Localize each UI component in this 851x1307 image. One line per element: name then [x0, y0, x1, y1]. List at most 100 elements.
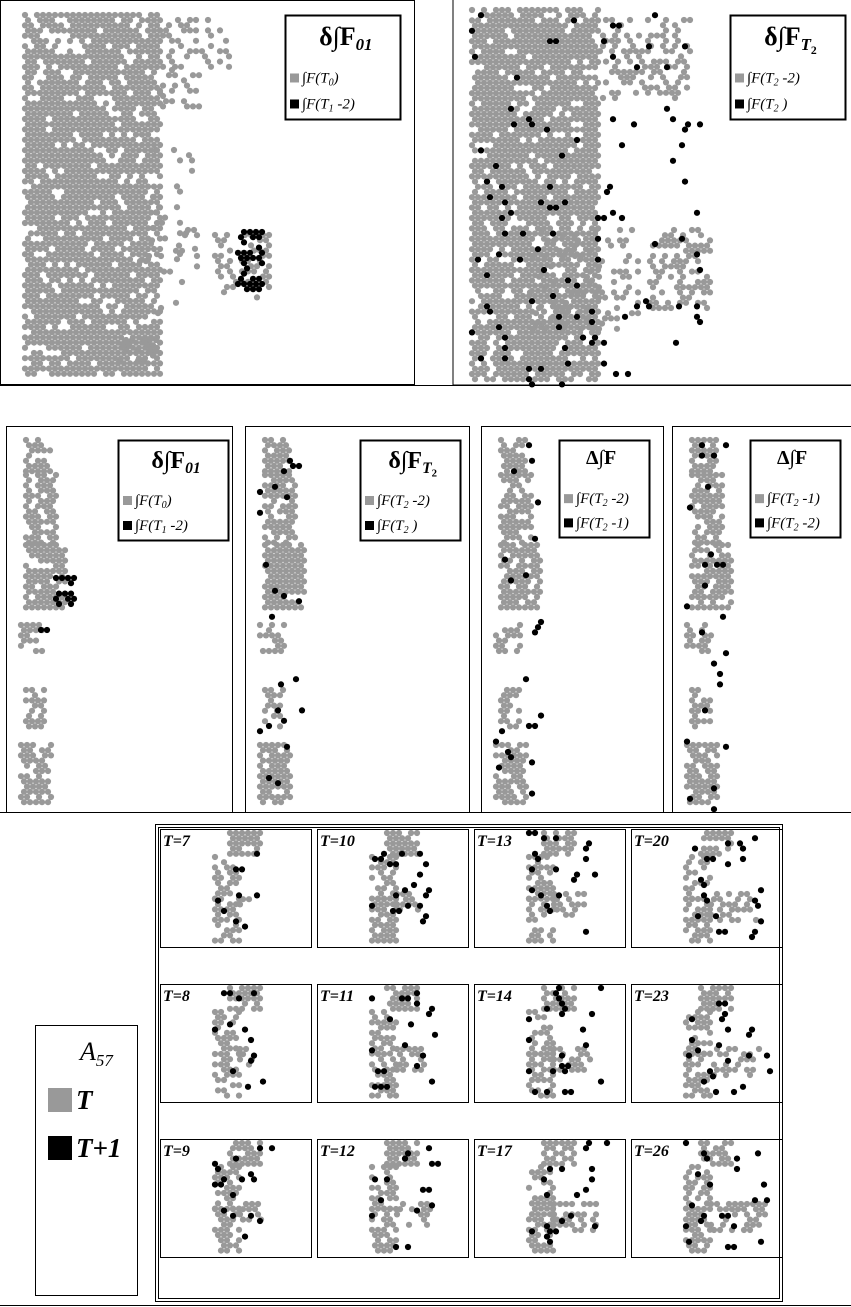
- cell: [274, 762, 282, 769]
- cell: [141, 209, 149, 216]
- cell: [30, 360, 38, 367]
- cell: [564, 266, 572, 274]
- cell: [591, 365, 599, 372]
- cell: [471, 199, 479, 206]
- cell: [78, 37, 86, 45]
- cell: [652, 268, 660, 275]
- cell: [704, 747, 712, 754]
- cell: [576, 110, 584, 118]
- cell: [480, 121, 488, 128]
- cell: [564, 162, 572, 170]
- cell: [126, 48, 134, 55]
- cell: [57, 126, 65, 133]
- cell: [43, 557, 51, 564]
- cell: [698, 647, 706, 655]
- cell: [135, 230, 143, 237]
- cell: [662, 16, 670, 24]
- cell: [534, 298, 542, 305]
- new-cell: [468, 329, 476, 336]
- cell: [507, 251, 515, 258]
- cell: [404, 990, 412, 997]
- new-cell: [540, 835, 548, 842]
- cell: [531, 32, 539, 40]
- cell: [540, 69, 548, 76]
- cell: [105, 115, 113, 123]
- new-cell: [55, 590, 63, 597]
- cell: [582, 131, 590, 138]
- cell: [153, 199, 161, 206]
- cell: [141, 178, 149, 185]
- cell: [69, 240, 77, 247]
- cell: [515, 718, 523, 725]
- cell: [686, 637, 694, 644]
- cell: [129, 167, 137, 175]
- cell: [72, 58, 80, 65]
- cell: [35, 793, 43, 801]
- cell: [123, 271, 131, 279]
- cell: [507, 136, 515, 144]
- cell: [512, 462, 520, 470]
- cell: [522, 142, 530, 149]
- cell: [519, 799, 527, 806]
- cell: [417, 1066, 425, 1073]
- cell: [129, 136, 137, 143]
- cell: [126, 256, 134, 263]
- cell: [46, 573, 54, 580]
- new-cell: [252, 228, 260, 236]
- cell: [36, 204, 44, 211]
- cell: [117, 271, 125, 279]
- cell: [123, 167, 131, 175]
- cell: [153, 219, 161, 227]
- cell: [483, 126, 491, 133]
- cell: [689, 752, 697, 759]
- new-cell: [37, 626, 45, 634]
- cell: [291, 503, 299, 510]
- cell: [57, 105, 65, 112]
- cell: [389, 1087, 397, 1094]
- cell: [721, 829, 729, 837]
- cell: [535, 273, 543, 280]
- cell: [220, 289, 228, 296]
- new-cell: [703, 897, 711, 904]
- cell: [69, 230, 77, 237]
- cell: [555, 157, 563, 164]
- cell: [96, 339, 104, 346]
- cell: [374, 885, 382, 892]
- cell: [503, 541, 511, 549]
- cell: [90, 297, 98, 305]
- cell: [256, 741, 264, 749]
- new-cell: [232, 918, 240, 925]
- cell: [646, 278, 654, 286]
- cell: [120, 318, 128, 325]
- cell: [90, 17, 98, 24]
- cell: [573, 261, 581, 268]
- cell: [69, 188, 77, 195]
- cell: [132, 204, 140, 211]
- cell: [279, 447, 287, 454]
- cell: [25, 578, 33, 585]
- cell: [267, 552, 275, 559]
- cell: [594, 308, 602, 315]
- cell: [75, 178, 83, 185]
- cell: [152, 146, 160, 154]
- cell: [474, 350, 482, 357]
- cell: [694, 927, 702, 934]
- cell: [30, 37, 38, 45]
- cell: [39, 313, 47, 320]
- cell: [21, 365, 29, 372]
- cell: [21, 344, 29, 351]
- cell: [507, 272, 515, 279]
- cell: [75, 334, 83, 341]
- cell: [22, 457, 30, 464]
- cell: [93, 126, 101, 133]
- cell: [276, 508, 284, 515]
- cell: [27, 105, 35, 112]
- cell: [483, 157, 491, 164]
- cell: [521, 593, 529, 601]
- cell: [483, 105, 491, 112]
- cell: [105, 271, 113, 279]
- cell: [123, 355, 131, 362]
- cell: [567, 313, 575, 320]
- cell: [39, 84, 47, 91]
- cell: [652, 299, 660, 306]
